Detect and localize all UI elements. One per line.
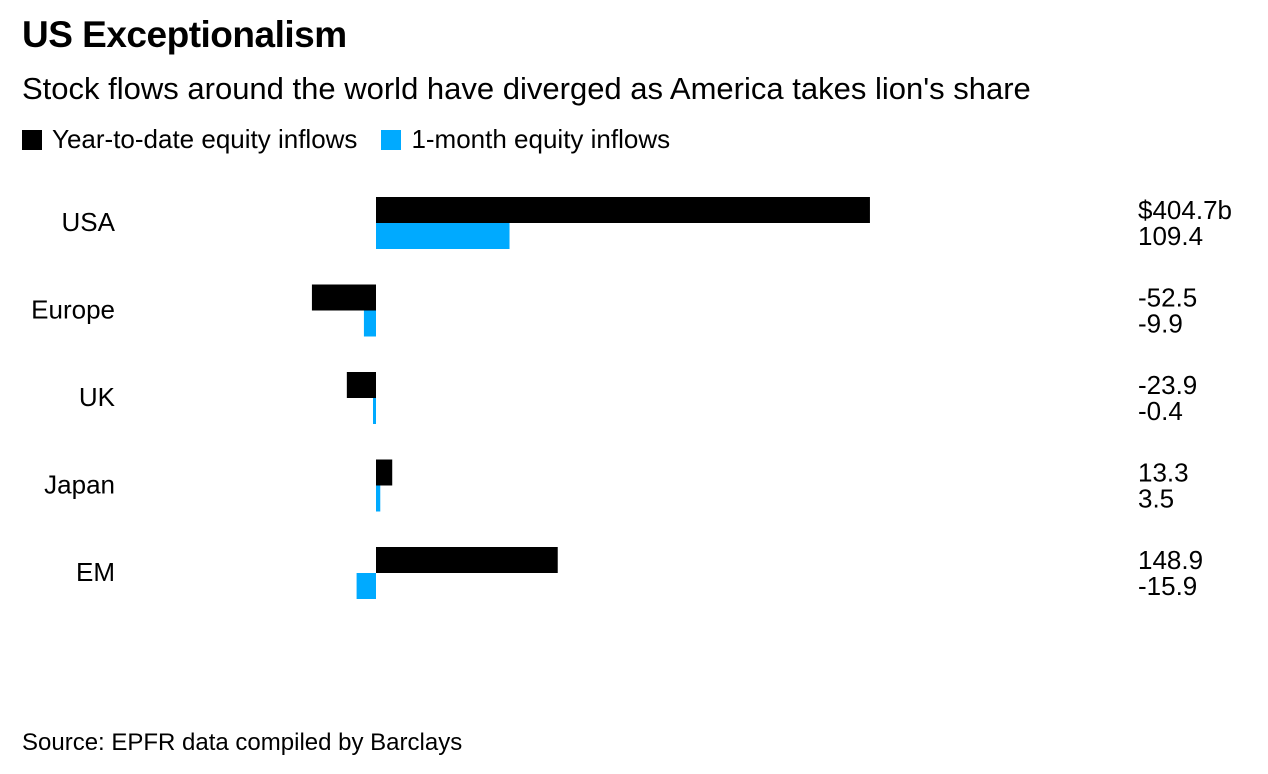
value-label-1m-uk: -0.4 xyxy=(1138,396,1183,426)
value-label-ytd-uk: -23.9 xyxy=(1138,370,1197,400)
bar-ytd-em xyxy=(376,547,558,573)
legend: Year-to-date equity inflows 1-month equi… xyxy=(22,124,694,155)
legend-label-1m: 1-month equity inflows xyxy=(411,124,671,154)
value-label-ytd-japan: 13.3 xyxy=(1138,458,1189,488)
legend-item-1m: 1-month equity inflows xyxy=(381,124,670,155)
value-label-1m-japan: 3.5 xyxy=(1138,484,1174,514)
bar-ytd-europe xyxy=(311,284,376,311)
category-label-japan: Japan xyxy=(44,470,115,500)
value-label-ytd-usa: $404.7b xyxy=(1138,195,1232,225)
bar-ytd-japan xyxy=(376,459,393,486)
value-label-ytd-em: 148.9 xyxy=(1138,545,1203,575)
value-label-1m-europe: -9.9 xyxy=(1138,309,1183,339)
category-label-europe: Europe xyxy=(31,295,115,325)
legend-swatch-ytd xyxy=(22,129,42,150)
source-note: Source: EPFR data compiled by Barclays xyxy=(22,729,463,756)
bar-ytd-usa xyxy=(376,197,870,223)
category-label-uk: UK xyxy=(79,382,116,412)
bar-1m-em xyxy=(356,573,376,599)
legend-item-ytd: Year-to-date equity inflows xyxy=(22,124,357,155)
chart-title: US Exceptionalism xyxy=(22,14,347,55)
bar-ytd-uk xyxy=(346,372,376,398)
category-label-usa: USA xyxy=(62,207,116,237)
bar-1m-usa xyxy=(376,223,510,249)
bar-1m-europe xyxy=(363,310,376,337)
value-label-1m-em: -15.9 xyxy=(1138,571,1197,601)
legend-label-ytd: Year-to-date equity inflows xyxy=(52,124,358,154)
legend-swatch-1m xyxy=(381,129,402,150)
value-label-ytd-europe: -52.5 xyxy=(1138,283,1197,313)
bar-1m-japan xyxy=(376,485,381,512)
value-label-1m-usa: 109.4 xyxy=(1138,221,1203,251)
bar-1m-uk xyxy=(373,398,376,424)
chart-subtitle: Stock flows around the world have diverg… xyxy=(22,71,1031,106)
category-label-em: EM xyxy=(76,557,115,587)
